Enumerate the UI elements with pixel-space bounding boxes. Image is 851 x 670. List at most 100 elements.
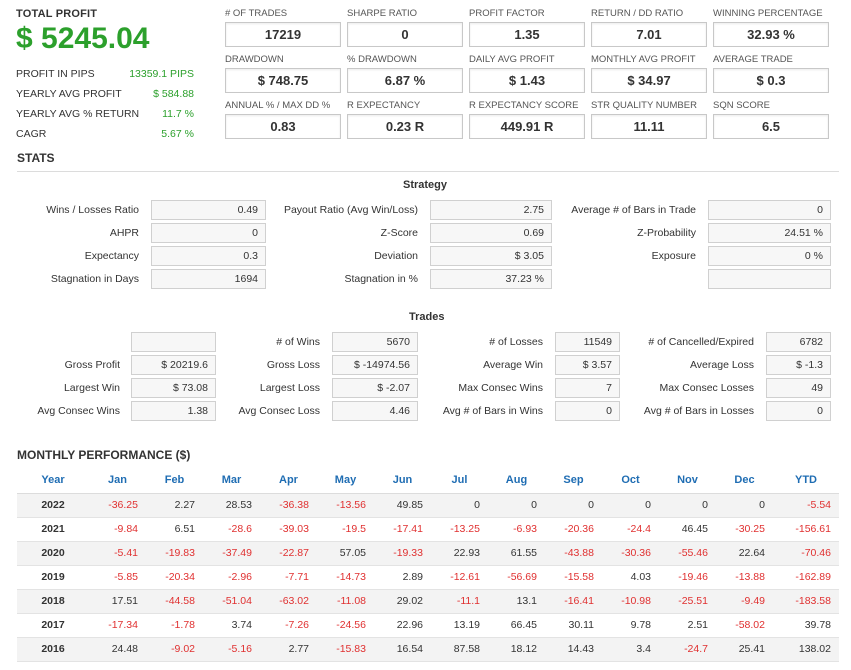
- stats-title: STATS: [17, 151, 55, 165]
- table-cell-value: -13.56: [317, 493, 374, 518]
- stat-label: AHPR: [109, 227, 139, 239]
- table-cell-value: 2.89: [374, 565, 431, 590]
- total-profit-label: TOTAL PROFIT: [16, 8, 98, 20]
- metric-annual-maxdd: ANNUAL % / MAX DD % 0.83: [225, 100, 341, 139]
- metric-value: $ 748.75: [225, 68, 341, 93]
- table-cell-value: -36.25: [89, 493, 146, 518]
- col-header-oct[interactable]: Oct: [602, 468, 659, 494]
- table-cell-value: -15.58: [545, 565, 602, 590]
- table-cell-value: 14.43: [545, 637, 602, 662]
- trade-value: 4.46: [332, 401, 418, 421]
- trade-value: 5670: [332, 332, 418, 352]
- table-row: 2016 24.48 -9.02 -5.16 2.77 -15.83 16.54 87.58 1…: [17, 637, 839, 662]
- trade-label: Average Win: [483, 359, 543, 371]
- col-header-jan[interactable]: Jan: [89, 468, 146, 494]
- metric-label: DAILY AVG PROFIT: [469, 54, 555, 65]
- metric-label: % DRAWDOWN: [347, 54, 417, 65]
- trade-value: 7: [555, 378, 620, 398]
- summary-row-value: 5.67 %: [161, 128, 194, 140]
- table-cell-value: -56.69: [488, 565, 545, 590]
- table-cell-value: 16.54: [374, 637, 431, 662]
- profit-summary: TOTAL PROFIT $ 5245.04 PROFIT IN PIPS 133…: [16, 8, 194, 144]
- table-row: 2018 17.51 -44.58 -51.04 -63.02 -11.08 29.02 -1…: [17, 589, 839, 614]
- table-cell-value: -162.89: [773, 565, 839, 590]
- table-cell-value: -11.08: [317, 589, 374, 614]
- metric-label: MONTHLY AVG PROFIT: [591, 54, 696, 65]
- table-cell-value: 2.77: [260, 637, 317, 662]
- col-header-mar[interactable]: Mar: [203, 468, 260, 494]
- trade-value: 0: [555, 401, 620, 421]
- metric-label: PROFIT FACTOR: [469, 8, 545, 19]
- table-cell-value: -15.83: [317, 637, 374, 662]
- monthly-performance-title: MONTHLY PERFORMANCE ($): [17, 448, 191, 462]
- metric-value: 6.5: [713, 114, 829, 139]
- col-header-aug[interactable]: Aug: [488, 468, 545, 494]
- table-cell-value: 4.03: [602, 565, 659, 590]
- col-header-nov[interactable]: Nov: [659, 468, 716, 494]
- metric-monthly-avg: MONTHLY AVG PROFIT $ 34.97: [591, 54, 707, 93]
- table-cell-value: 2.27: [146, 493, 203, 518]
- table-cell-value: -17.34: [89, 613, 146, 638]
- table-cell-year: 2016: [17, 637, 89, 662]
- metric-value: $ 0.3: [713, 68, 829, 93]
- col-header-may[interactable]: May: [317, 468, 374, 494]
- col-header-apr[interactable]: Apr: [260, 468, 317, 494]
- trade-label: Max Consec Losses: [659, 382, 754, 394]
- table-cell-value: -7.71: [260, 565, 317, 590]
- table-cell-value: 24.48: [89, 637, 146, 662]
- table-cell-value: 3.4: [602, 637, 659, 662]
- table-cell-value: 0: [545, 493, 602, 518]
- metric-return-dd: RETURN / DD RATIO 7.01: [591, 8, 707, 47]
- table-cell-value: -51.04: [203, 589, 260, 614]
- summary-row-label: PROFIT IN PIPS: [16, 68, 95, 80]
- table-cell-value: 0: [431, 493, 488, 518]
- metric-value: 0.83: [225, 114, 341, 139]
- table-cell-value: -5.85: [89, 565, 146, 590]
- metric-label: R EXPECTANCY SCORE: [469, 100, 579, 111]
- metric-value: $ 1.43: [469, 68, 585, 93]
- col-header-jun[interactable]: Jun: [374, 468, 431, 494]
- stat-label: Z-Probability: [637, 227, 696, 239]
- table-cell-value: -19.5: [317, 517, 374, 542]
- table-cell-value: -43.88: [545, 541, 602, 566]
- trade-label: # of Wins: [276, 336, 320, 348]
- metric-r-expectancy-score: R EXPECTANCY SCORE 449.91 R: [469, 100, 585, 139]
- table-cell-value: 0: [602, 493, 659, 518]
- table-cell-value: -17.41: [374, 517, 431, 542]
- table-cell-value: -70.46: [773, 541, 839, 566]
- table-cell-value: 13.19: [431, 613, 488, 638]
- stat-value: 2.75: [430, 200, 552, 220]
- summary-row: PROFIT IN PIPS 13359.1 PIPS: [16, 64, 194, 84]
- stat-value: 0: [708, 200, 831, 220]
- metric-drawdown: DRAWDOWN $ 748.75: [225, 54, 341, 93]
- table-cell-value: -36.38: [260, 493, 317, 518]
- trade-value: $ 73.08: [131, 378, 216, 398]
- col-header-ytd[interactable]: YTD: [773, 468, 839, 494]
- stat-label: Expectancy: [84, 250, 139, 262]
- table-cell-value: 13.1: [488, 589, 545, 614]
- stat-label: Deviation: [374, 250, 418, 262]
- trade-value: $ 3.57: [555, 355, 620, 375]
- monthly-table-body: 2022 -36.25 2.27 28.53 -36.38 -13.56 49.85 0 0 0 0…: [17, 493, 839, 662]
- col-header-year[interactable]: Year: [17, 468, 89, 494]
- col-header-dec[interactable]: Dec: [716, 468, 773, 494]
- trade-value: $ -14974.56: [332, 355, 418, 375]
- table-cell-value: -11.1: [431, 589, 488, 614]
- trade-label: Average Loss: [689, 359, 754, 371]
- table-row: 2022 -36.25 2.27 28.53 -36.38 -13.56 49.85 0 0 0 0…: [17, 493, 839, 518]
- col-header-feb[interactable]: Feb: [146, 468, 203, 494]
- metric-str-quality: STR QUALITY NUMBER 11.11: [591, 100, 707, 139]
- table-row: 2020 -5.41 -19.83 -37.49 -22.87 57.05 -19.33 22…: [17, 541, 839, 566]
- col-header-jul[interactable]: Jul: [431, 468, 488, 494]
- trade-label: # of Losses: [489, 336, 543, 348]
- metric-daily-avg: DAILY AVG PROFIT $ 1.43: [469, 54, 585, 93]
- metric-label: SHARPE RATIO: [347, 8, 418, 19]
- stat-value: 0.3: [151, 246, 266, 266]
- col-header-sep[interactable]: Sep: [545, 468, 602, 494]
- table-cell-value: -13.25: [431, 517, 488, 542]
- table-cell-value: -37.49: [203, 541, 260, 566]
- trade-value: 1.38: [131, 401, 216, 421]
- metric-label: RETURN / DD RATIO: [591, 8, 684, 19]
- table-row: 2019 -5.85 -20.34 -2.96 -7.71 -14.73 2.89 -12.6…: [17, 565, 839, 590]
- table-cell-value: -20.36: [545, 517, 602, 542]
